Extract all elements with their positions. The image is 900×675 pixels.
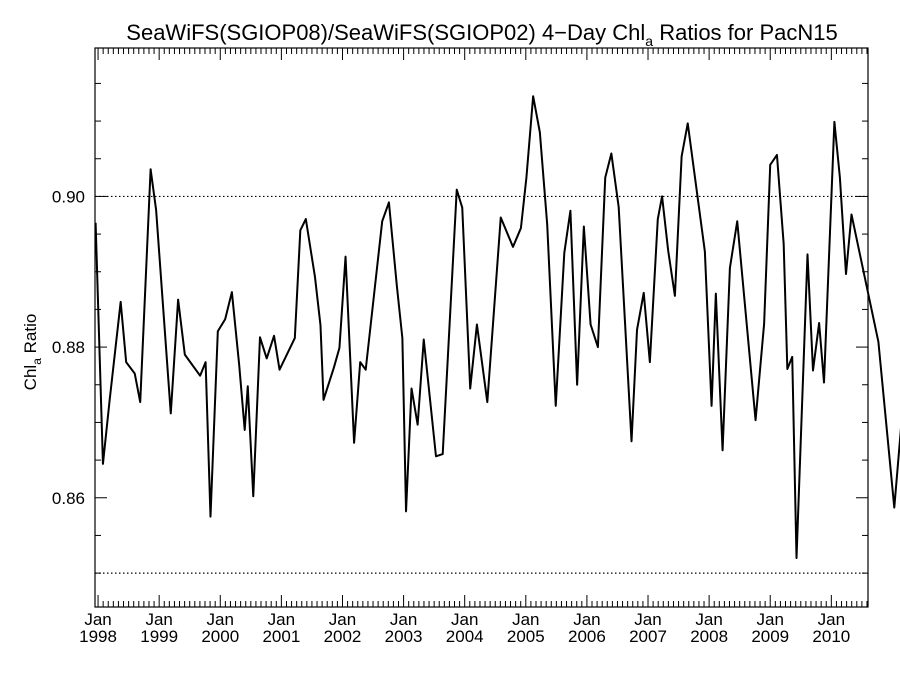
x-tick-year-label: 2005 <box>507 627 545 646</box>
x-tick-year-label: 1998 <box>79 627 117 646</box>
x-tick-month-label: Jan <box>207 610 234 629</box>
chart-title: SeaWiFS(SGIOP08)/SeaWiFS(SGIOP02) 4−Day … <box>126 20 837 49</box>
x-tick-year-label: 2007 <box>629 627 667 646</box>
y-tick-label: 0.86 <box>52 489 85 508</box>
chart-title-subscript: a <box>645 33 653 49</box>
x-tick-month-label: Jan <box>818 610 845 629</box>
y-axis-label: Chla Ratio <box>21 314 44 391</box>
x-tick-year-label: 2000 <box>201 627 239 646</box>
x-tick-month-label: Jan <box>329 610 356 629</box>
x-tick-year-label: 2009 <box>751 627 789 646</box>
x-axis: Jan1998Jan1999Jan2000Jan2001Jan2002Jan20… <box>79 48 868 646</box>
x-tick-year-label: 2003 <box>385 627 423 646</box>
y-tick-label: 0.90 <box>52 187 85 206</box>
y-axis-label-subscript: a <box>30 358 44 365</box>
x-tick-month-label: Jan <box>512 610 539 629</box>
x-tick-month-label: Jan <box>145 610 172 629</box>
x-tick-month-label: Jan <box>268 610 295 629</box>
x-tick-year-label: 2010 <box>812 627 850 646</box>
plot-frame <box>94 47 869 608</box>
series-line-0 <box>94 95 900 560</box>
x-tick-year-label: 2001 <box>262 627 300 646</box>
x-tick-month-label: Jan <box>757 610 784 629</box>
x-tick-month-label: Jan <box>634 610 661 629</box>
y-axis-label-rest: Ratio <box>21 314 40 358</box>
y-axis: 0.86 0.88 0.90 <box>52 82 868 574</box>
reference-lines <box>95 195 868 574</box>
x-tick-year-label: 2008 <box>690 627 728 646</box>
x-tick-month-label: Jan <box>695 610 722 629</box>
x-tick-year-label: 2002 <box>324 627 362 646</box>
x-tick-month-label: Jan <box>451 610 478 629</box>
x-tick-month-label: Jan <box>390 610 417 629</box>
chart-title-main: SeaWiFS(SGIOP08)/SeaWiFS(SGIOP02) 4−Day … <box>126 20 645 45</box>
x-tick-year-label: 2006 <box>568 627 606 646</box>
x-tick-month-label: Jan <box>84 610 111 629</box>
y-tick-label: 0.88 <box>52 338 85 357</box>
x-tick-year-label: 2004 <box>446 627 484 646</box>
x-tick-month-label: Jan <box>573 610 600 629</box>
series-layer <box>94 95 900 560</box>
y-axis-label-main: Chl <box>21 365 40 391</box>
x-tick-year-label: 1999 <box>140 627 178 646</box>
chart-title-rest: Ratios for PacN15 <box>653 20 838 45</box>
